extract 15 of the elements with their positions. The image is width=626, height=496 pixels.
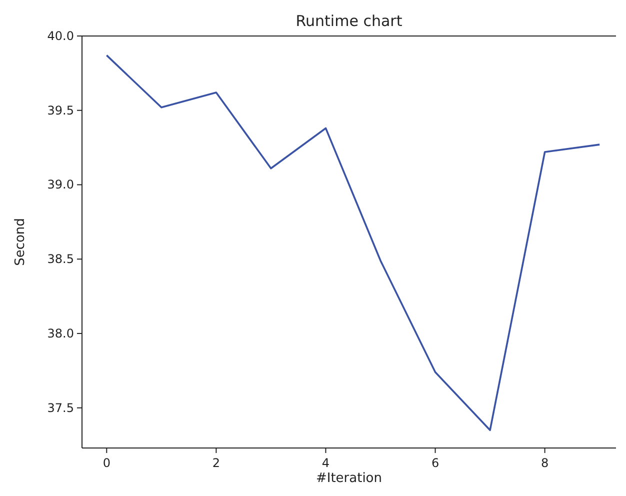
y-tick-label: 39.5 — [47, 103, 74, 118]
y-axis-title: Second — [13, 218, 28, 266]
x-tick-label: 6 — [431, 456, 440, 470]
x-tick-label: 8 — [540, 456, 549, 470]
x-axis-title: #Iteration — [316, 471, 382, 486]
y-tick-label: 38.5 — [47, 252, 74, 266]
line-series — [106, 54, 600, 432]
y-tick-label: 40.0 — [47, 29, 74, 43]
y-tick-label: 39.0 — [47, 178, 74, 192]
y-tick-label: 38.0 — [47, 326, 74, 340]
y-tick-label: 37.5 — [47, 400, 74, 415]
x-tick-label: 4 — [322, 456, 330, 470]
x-tick-label: 0 — [102, 456, 110, 470]
x-tick-label: 2 — [212, 456, 220, 470]
chart-title: Runtime chart — [296, 12, 402, 30]
